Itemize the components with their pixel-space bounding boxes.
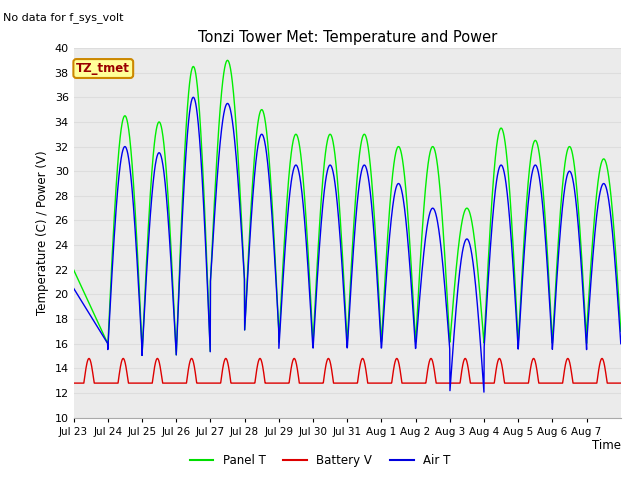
Y-axis label: Temperature (C) / Power (V): Temperature (C) / Power (V) bbox=[36, 151, 49, 315]
Text: No data for f_sys_volt: No data for f_sys_volt bbox=[3, 12, 124, 23]
Text: TZ_tmet: TZ_tmet bbox=[76, 62, 130, 75]
X-axis label: Time: Time bbox=[592, 439, 621, 453]
Legend: Panel T, Battery V, Air T: Panel T, Battery V, Air T bbox=[185, 449, 455, 472]
Title: Tonzi Tower Met: Temperature and Power: Tonzi Tower Met: Temperature and Power bbox=[198, 30, 497, 46]
